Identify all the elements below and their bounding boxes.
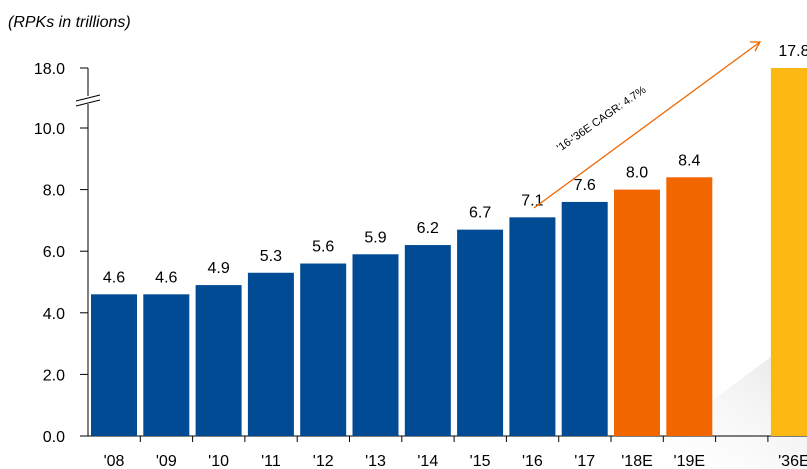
cagr-label: '16-'36E CAGR: 4.7% (555, 84, 649, 155)
bar (300, 263, 347, 436)
x-tick-label: '11 (261, 453, 281, 469)
data-label: 5.9 (364, 229, 386, 246)
axis-break-mark (75, 94, 101, 107)
x-tick-label: '19E (674, 453, 706, 469)
y-tick-label: 8.0 (43, 183, 65, 200)
x-tick-label: '12 (313, 453, 334, 469)
bar (614, 189, 660, 436)
bar (666, 177, 713, 436)
bar (770, 68, 807, 436)
data-label: 6.2 (417, 220, 439, 237)
x-tick-label: '16 (522, 453, 543, 469)
bar (247, 272, 294, 436)
x-tick-label: '13 (365, 453, 386, 469)
data-label: 8.0 (626, 165, 648, 182)
data-label: 4.6 (155, 269, 177, 286)
x-tick-label: '36E (778, 453, 807, 469)
data-label: 4.9 (207, 260, 229, 277)
bar (457, 229, 504, 436)
x-tick-label: '08 (104, 453, 125, 469)
data-label: 8.4 (678, 152, 700, 169)
data-label: 17.8 (778, 43, 807, 60)
data-label: 7.1 (521, 192, 543, 209)
data-label: 4.6 (103, 269, 125, 286)
bar (91, 294, 137, 436)
bar (561, 201, 608, 436)
data-labels: 4.6 4.6 4.9 5.3 5.6 5.9 6.2 6.7 7.1 7.6 8.0 8.4 17.8 (103, 43, 807, 286)
bar (509, 217, 556, 436)
unit-label: (RPKs in trillions) (8, 14, 131, 31)
data-label: 7.6 (574, 177, 596, 194)
x-tick-label: '17 (574, 453, 595, 469)
cagr-arrow-head (750, 41, 762, 52)
y-tick-label: 10.0 (34, 121, 65, 138)
y-tick-label: 18.0 (34, 61, 65, 78)
cagr-annotation: '16-'36E CAGR: 4.7% (533, 41, 762, 209)
cagr-arrow-line (533, 41, 761, 209)
bar (404, 245, 451, 436)
x-tick-label: '14 (417, 453, 438, 469)
bar (195, 285, 242, 436)
y-tick-label: 4.0 (43, 306, 65, 323)
x-tick-label: '09 (156, 453, 177, 469)
bars (91, 68, 807, 436)
y-tick-label: 6.0 (43, 244, 65, 261)
y-tick-label: 2.0 (43, 367, 65, 384)
y-tick-label: 0.0 (43, 429, 65, 446)
x-tick-labels: '08 '09 '10 '11 '12 '13 '14 '15 '16 '17 '18E '19E '3… (104, 453, 807, 469)
bar (143, 294, 190, 436)
y-ticks: 0.0 2.0 4.0 6.0 8.0 10.0 18.0 (34, 61, 88, 446)
x-tick-label: '10 (208, 453, 229, 469)
bar (352, 254, 399, 436)
x-tick-label: '15 (470, 453, 491, 469)
x-tick-label: '18E (621, 453, 653, 469)
data-label: 6.7 (469, 205, 491, 222)
y-axis: 0.0 2.0 4.0 6.0 8.0 10.0 18.0 (34, 61, 101, 446)
data-label: 5.3 (260, 248, 282, 265)
data-label: 5.6 (312, 239, 334, 256)
